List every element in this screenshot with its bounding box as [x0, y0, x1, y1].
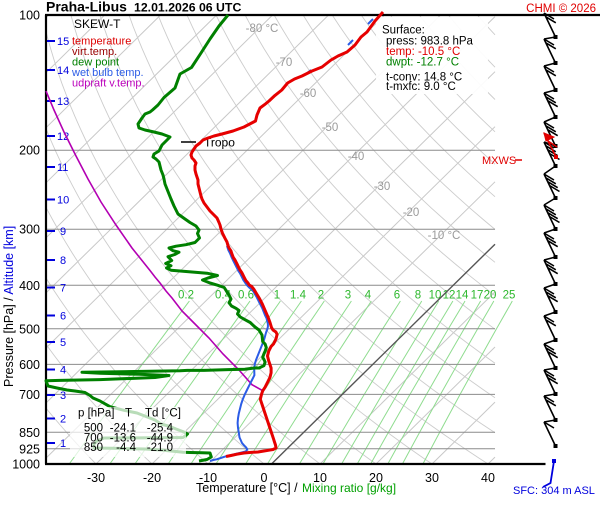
svg-text:10: 10 — [57, 195, 69, 207]
svg-text:12.01.2026 06 UTC: 12.01.2026 06 UTC — [134, 1, 241, 15]
svg-text:300: 300 — [19, 223, 40, 237]
svg-text:15: 15 — [57, 36, 69, 48]
svg-text:-30: -30 — [374, 181, 391, 193]
svg-text:Tropo: Tropo — [204, 136, 235, 150]
svg-text:-13.6: -13.6 — [110, 432, 136, 444]
svg-text:temp: -10.5 °C: temp: -10.5 °C — [386, 46, 460, 58]
svg-text:Td [°C]: Td [°C] — [145, 408, 181, 420]
svg-text:700: 700 — [84, 432, 103, 444]
svg-text:12: 12 — [57, 131, 69, 143]
svg-text:-44.9: -44.9 — [147, 432, 173, 444]
svg-text:40: 40 — [481, 471, 495, 485]
svg-text:100: 100 — [19, 9, 40, 23]
svg-text:17: 17 — [471, 290, 484, 302]
svg-text:wet bulb temp.: wet bulb temp. — [71, 67, 144, 79]
svg-text:850: 850 — [19, 426, 40, 440]
svg-text:4: 4 — [60, 365, 66, 377]
svg-text:0: 0 — [261, 471, 268, 485]
svg-text:Praha-Libus: Praha-Libus — [46, 0, 127, 15]
svg-text:700: 700 — [19, 388, 40, 402]
svg-text:11: 11 — [57, 162, 68, 174]
svg-text:3: 3 — [60, 390, 66, 402]
svg-text:3: 3 — [345, 290, 351, 302]
svg-text:-24.1: -24.1 — [110, 423, 136, 435]
svg-text:CHMI © 2026: CHMI © 2026 — [526, 3, 596, 15]
svg-text:-20: -20 — [403, 207, 420, 219]
svg-text:600: 600 — [19, 358, 40, 372]
svg-text:400: 400 — [19, 279, 40, 293]
svg-text:5: 5 — [60, 337, 66, 349]
svg-text:SFC: 304 m ASL: SFC: 304 m ASL — [513, 485, 595, 497]
svg-text:6: 6 — [60, 311, 66, 323]
svg-text:1: 1 — [274, 290, 280, 302]
svg-text:14: 14 — [456, 290, 469, 302]
svg-text:0.6: 0.6 — [238, 290, 254, 302]
svg-text:press: 983.8 hPa: press: 983.8 hPa — [386, 36, 474, 48]
svg-text:2: 2 — [60, 414, 66, 426]
svg-text:4: 4 — [365, 290, 372, 302]
svg-text:SKEW-T: SKEW-T — [74, 17, 121, 31]
svg-text:12: 12 — [443, 290, 456, 302]
svg-text:20: 20 — [369, 471, 383, 485]
svg-text:-10 °C: -10 °C — [428, 230, 461, 242]
svg-text:-80 °C: -80 °C — [246, 23, 279, 35]
svg-text:925: 925 — [19, 442, 40, 456]
svg-text:-70: -70 — [276, 57, 293, 69]
svg-text:-4.4: -4.4 — [116, 442, 136, 454]
svg-text:Surface:: Surface: — [382, 25, 425, 37]
svg-text:-21.0: -21.0 — [147, 442, 173, 454]
svg-text:2: 2 — [318, 290, 324, 302]
svg-text:Temperature [°C] /: Temperature [°C] / — [196, 481, 298, 495]
svg-text:-60: -60 — [300, 88, 317, 100]
svg-text:-25.4: -25.4 — [147, 423, 174, 435]
svg-text:t-conv: 14.8 °C: t-conv: 14.8 °C — [386, 72, 462, 84]
svg-text:p [hPa]: p [hPa] — [78, 408, 114, 420]
svg-text:850: 850 — [84, 442, 103, 454]
svg-text:MXWS: MXWS — [482, 155, 516, 167]
svg-text:dew point: dew point — [72, 57, 119, 69]
svg-text:500: 500 — [19, 322, 40, 336]
svg-text:1.4: 1.4 — [290, 290, 307, 302]
svg-text:13: 13 — [57, 96, 69, 108]
svg-text:T: T — [125, 408, 132, 420]
svg-text:-30: -30 — [87, 471, 105, 485]
svg-text:7: 7 — [60, 283, 66, 295]
svg-text:udpraft v.temp.: udpraft v.temp. — [72, 78, 145, 90]
svg-text:1: 1 — [60, 438, 66, 450]
svg-text:t-mxfc: 9.0 °C: t-mxfc: 9.0 °C — [386, 81, 456, 93]
svg-text:-40: -40 — [348, 151, 365, 163]
svg-text:10: 10 — [429, 290, 442, 302]
svg-text:25: 25 — [503, 290, 516, 302]
svg-text:9: 9 — [60, 226, 66, 238]
svg-text:500: 500 — [84, 423, 103, 435]
svg-text:virt.temp.: virt.temp. — [72, 46, 117, 58]
svg-text:8: 8 — [60, 255, 66, 267]
svg-text:dwpt: -12.7 °C: dwpt: -12.7 °C — [386, 57, 459, 69]
svg-text:0.2: 0.2 — [178, 290, 194, 302]
svg-text:200: 200 — [19, 144, 40, 158]
svg-text:-50: -50 — [322, 122, 339, 134]
svg-text:-20: -20 — [143, 471, 161, 485]
svg-text:20: 20 — [484, 290, 497, 302]
svg-text:-10: -10 — [199, 471, 217, 485]
svg-text:Pressure [hPa] / Altitude [k: Pressure [hPa] / Altitude [km] — [2, 226, 16, 387]
svg-text:6: 6 — [394, 290, 400, 302]
svg-text:10: 10 — [313, 471, 327, 485]
svg-text:1000: 1000 — [12, 458, 40, 472]
svg-text:30: 30 — [425, 471, 439, 485]
svg-text:8: 8 — [415, 290, 421, 302]
svg-text:Mixing ratio [g/kg]: Mixing ratio [g/kg] — [302, 481, 396, 495]
svg-text:temperature: temperature — [72, 36, 131, 48]
svg-text:14: 14 — [57, 65, 69, 77]
